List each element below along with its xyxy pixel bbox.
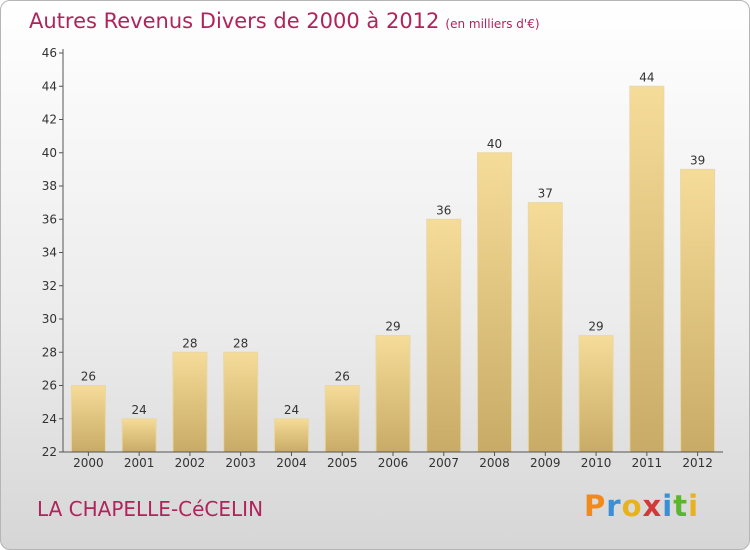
x-tick-label-2006: 2006 [378, 456, 409, 470]
bar-2004 [273, 418, 309, 453]
x-tick-label-2012: 2012 [682, 456, 713, 470]
y-tick-label-24: 24 [42, 412, 57, 426]
x-tick-label-2002: 2002 [175, 456, 206, 470]
bar-2001 [121, 418, 157, 453]
value-label-2006: 29 [385, 320, 400, 334]
logo-letter: o [621, 489, 643, 523]
y-tick-label-28: 28 [42, 345, 57, 359]
y-tick-label-32: 32 [42, 279, 57, 293]
value-label-2012: 39 [690, 153, 705, 167]
bar-2007 [426, 218, 462, 453]
x-tick-label-2003: 2003 [225, 456, 256, 470]
logo-letter: x [642, 489, 663, 523]
logo-letter: i [688, 489, 700, 523]
x-tick-label-2000: 2000 [73, 456, 104, 470]
bar-2012 [680, 168, 716, 453]
value-label-2000: 26 [81, 370, 96, 384]
y-tick-label-40: 40 [42, 146, 57, 160]
x-tick-label-2005: 2005 [327, 456, 358, 470]
logo-letter: i [662, 489, 674, 523]
city-name: LA CHAPELLE-CéCELIN [37, 497, 264, 521]
value-label-2005: 26 [335, 370, 350, 384]
x-tick-label-2007: 2007 [428, 456, 459, 470]
proxiti-logo: Proxiti [584, 489, 699, 523]
x-tick-label-2010: 2010 [581, 456, 612, 470]
y-tick-label-46: 46 [42, 46, 57, 60]
y-tick-label-36: 36 [42, 212, 57, 226]
bar-2008 [477, 152, 513, 453]
logo-letter: t [673, 489, 689, 523]
value-label-2001: 24 [132, 403, 147, 417]
bar-2005 [324, 385, 360, 453]
y-tick-label-42: 42 [42, 113, 57, 127]
x-tick-label-2011: 2011 [632, 456, 663, 470]
value-label-2002: 28 [182, 336, 197, 350]
bar-2011 [629, 85, 665, 453]
y-tick-label-26: 26 [42, 379, 57, 393]
bar-2006 [375, 335, 411, 453]
x-tick-label-2009: 2009 [530, 456, 561, 470]
chart-title: Autres Revenus Divers de 2000 à 2012 (en … [29, 9, 540, 33]
bar-2002 [172, 351, 208, 453]
chart-title-text: Autres Revenus Divers de 2000 à 2012 [29, 9, 440, 33]
value-label-2003: 28 [233, 336, 248, 350]
y-tick-label-44: 44 [42, 79, 57, 93]
value-label-2007: 36 [436, 203, 451, 217]
logo-letter: r [606, 489, 622, 523]
y-tick-label-30: 30 [42, 312, 57, 326]
value-label-2011: 44 [639, 70, 654, 84]
bar-2003 [223, 351, 259, 453]
value-label-2008: 40 [487, 137, 502, 151]
axes [59, 49, 723, 456]
bar-2000 [70, 385, 106, 453]
y-tick-label-22: 22 [42, 445, 57, 459]
value-label-2010: 29 [588, 320, 603, 334]
logo-letter: P [584, 489, 607, 523]
chart-unit: (en milliers d'€) [445, 17, 540, 31]
y-tick-label-34: 34 [42, 246, 57, 260]
x-tick-label-2001: 2001 [124, 456, 155, 470]
labels: 26 2000 24 2001 28 2002 28 2003 24 2004 26 2005 29 20… [42, 46, 713, 470]
bar-2010 [578, 335, 614, 453]
value-label-2009: 37 [538, 187, 553, 201]
bar-2009 [527, 202, 563, 453]
bars [70, 85, 716, 453]
x-tick-label-2004: 2004 [276, 456, 307, 470]
y-tick-label-38: 38 [42, 179, 57, 193]
x-tick-label-2008: 2008 [479, 456, 510, 470]
value-label-2004: 24 [284, 403, 299, 417]
